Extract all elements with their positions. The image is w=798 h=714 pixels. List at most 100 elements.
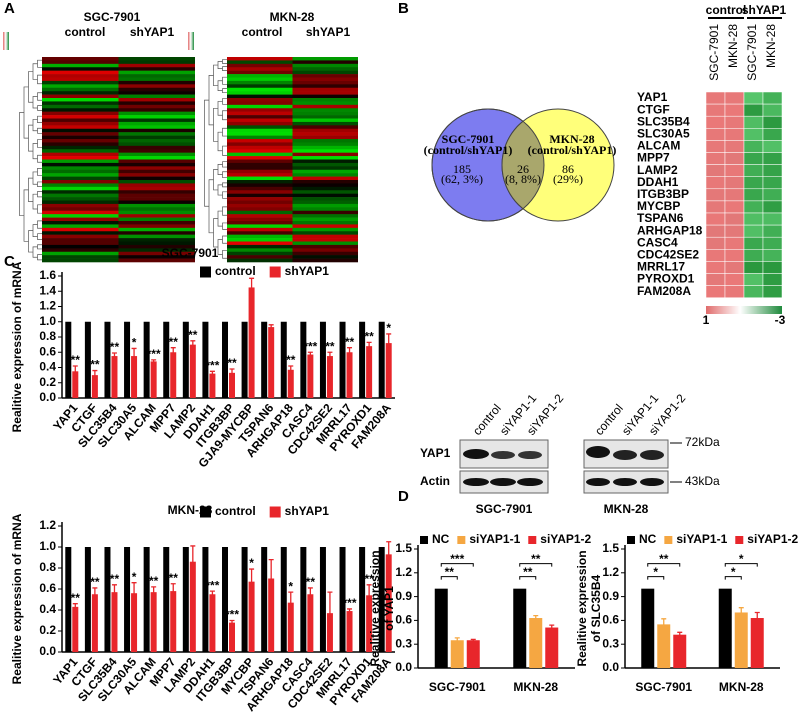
heatmap-cell xyxy=(118,207,195,212)
heatmap-cell xyxy=(705,128,726,141)
heatmap-cell xyxy=(227,98,293,102)
significance: ** xyxy=(227,356,237,370)
dendrogram xyxy=(32,246,38,258)
error-bar xyxy=(366,341,372,350)
heatmap-cell xyxy=(42,91,119,95)
bar xyxy=(229,622,235,652)
significance: ** xyxy=(306,575,316,589)
bar xyxy=(241,321,248,398)
band xyxy=(640,478,664,486)
heatmap-cell xyxy=(118,200,195,205)
heatmap-cell xyxy=(118,152,195,157)
dendrogram xyxy=(222,235,227,244)
venn-title: SGC-7901 xyxy=(442,132,495,146)
error-bar xyxy=(347,608,353,614)
bracket xyxy=(724,563,758,567)
gene-label: MYCBP xyxy=(637,199,680,213)
heatmap-cell xyxy=(292,132,358,136)
heatmap-cell xyxy=(743,200,764,214)
heatmap-cell xyxy=(724,285,745,298)
dendrogram xyxy=(222,110,227,121)
heatmap-cell xyxy=(724,91,745,105)
blot-cell: MKN-28 xyxy=(604,502,649,516)
heatmap-cell xyxy=(227,227,293,232)
heatmap-cell xyxy=(762,176,783,190)
bar xyxy=(222,547,228,652)
bar xyxy=(466,640,480,668)
legend-swatch xyxy=(269,266,281,278)
y-tick-label: 0.8 xyxy=(39,329,56,343)
gene-label: DDAH1 xyxy=(637,175,679,189)
heatmap-cell xyxy=(42,186,119,191)
heatmap-cell xyxy=(227,115,293,119)
heatmap-cell xyxy=(42,162,119,167)
heatmap-cell xyxy=(292,60,358,65)
y-tick-label: 1.6 xyxy=(39,268,56,282)
heatmap-cell xyxy=(724,140,745,153)
heatmap-cell xyxy=(743,103,764,117)
heatmap-cell xyxy=(227,125,293,130)
error-bar xyxy=(307,351,313,357)
heatmap-cell xyxy=(292,63,358,68)
y-axis-label: Realitive expression xyxy=(575,550,589,666)
column-label: control xyxy=(242,25,283,39)
gene-label: FAM208A xyxy=(637,284,691,298)
heatmap-cell xyxy=(118,118,195,123)
bracket xyxy=(440,576,458,580)
legend-swatch xyxy=(528,536,537,544)
y-tick-label: 0.2 xyxy=(39,375,56,389)
heatmap-cell xyxy=(292,186,358,191)
dendrogram xyxy=(32,143,38,160)
color-key xyxy=(188,32,194,50)
heatmap-cell xyxy=(118,149,195,153)
heatmap-cell xyxy=(292,135,358,140)
y-tick-label: 1.0 xyxy=(39,314,56,328)
dendrogram xyxy=(32,96,38,109)
legend-label: siYAP1-2 xyxy=(747,532,798,546)
bar xyxy=(319,321,326,398)
band xyxy=(613,478,637,486)
heatmap-cell xyxy=(292,156,358,160)
heatmap-cell xyxy=(743,115,764,129)
legend-swatch xyxy=(200,506,211,518)
heatmap-cell xyxy=(762,188,783,202)
heatmap-cell xyxy=(292,217,358,222)
heatmap-cell xyxy=(118,162,195,167)
heatmap-cell xyxy=(292,227,358,232)
heatmap-cell xyxy=(724,152,745,165)
heatmap-cell xyxy=(42,132,119,136)
heatmap-cell xyxy=(42,227,119,232)
band xyxy=(640,450,664,460)
heatmap-cell xyxy=(227,197,293,201)
heatmap-cell xyxy=(118,111,195,116)
bar xyxy=(385,343,392,398)
dendrogram xyxy=(222,88,227,94)
bar xyxy=(346,611,353,652)
heatmap-cell xyxy=(705,152,726,165)
significance: ** xyxy=(110,572,120,586)
dendrogram xyxy=(217,131,223,152)
significance: ** xyxy=(531,552,541,566)
heatmap-cell xyxy=(118,203,195,208)
heatmap-cell xyxy=(42,94,119,99)
legend-swatch xyxy=(735,536,744,544)
heatmap-cell xyxy=(743,140,764,153)
heatmap-cell xyxy=(118,94,195,99)
heatmap-cell xyxy=(42,98,119,102)
heatmap-cell xyxy=(227,231,293,235)
y-tick-label: 1.5 xyxy=(395,541,412,555)
heatmap-cell xyxy=(118,224,195,229)
dendrogram xyxy=(204,99,209,207)
bar xyxy=(657,624,671,668)
significance: * xyxy=(739,552,744,566)
heatmap-cell xyxy=(292,67,358,71)
bar xyxy=(545,627,559,668)
heatmap-cell xyxy=(42,241,119,246)
venn-subtitle: (control/shYAP1) xyxy=(528,143,617,157)
heatmap-cell xyxy=(227,70,293,75)
heatmap-cell xyxy=(227,180,293,184)
heatmap-cell xyxy=(227,169,293,174)
heatmap-cell xyxy=(118,63,195,68)
error-bar xyxy=(661,618,667,630)
bar xyxy=(65,321,72,398)
